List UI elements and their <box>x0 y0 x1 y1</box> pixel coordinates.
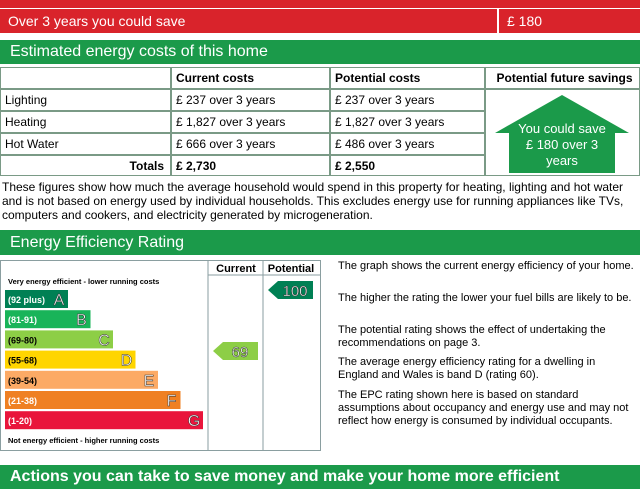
current-arrow <box>213 342 258 360</box>
chart-frame <box>0 260 321 451</box>
cost-cell: £ 1,827 over 3 years <box>330 111 485 133</box>
savings-text: You could save £ 180 over 3 years <box>518 121 606 168</box>
cost-cell: £ 666 over 3 years <box>171 133 330 155</box>
band-letter: F <box>167 393 177 410</box>
note-paragraph: The higher the rating the lower your fue… <box>338 292 632 304</box>
current-value: 69 <box>232 344 249 361</box>
row-label: Lighting <box>0 89 171 111</box>
row-label: Hot Water <box>0 133 171 155</box>
band-letter: D <box>121 353 133 370</box>
potential-value: 100 <box>282 283 307 300</box>
section-header: Actions you can take to save money and m… <box>0 465 640 489</box>
column-header: Potential future savings <box>485 67 640 89</box>
band-bar <box>5 391 181 409</box>
costs-table: Current costs Potential costs Potential fu… <box>0 67 640 177</box>
house-shape <box>495 95 629 173</box>
cost-cell: £ 237 over 3 years <box>171 89 330 111</box>
band-range: (1-20) <box>8 416 32 426</box>
column-header: Current <box>216 263 256 275</box>
band-letter: C <box>98 332 110 349</box>
section-header: Energy Efficiency Rating <box>0 230 640 255</box>
summary-value: £ 180 <box>499 9 640 33</box>
top-label: Very energy efficient - lower running co… <box>8 277 159 286</box>
band-bar <box>5 310 91 329</box>
row-label: Heating <box>0 111 171 133</box>
cost-cell: £ 1,827 over 3 years <box>171 111 330 133</box>
band-letter: G <box>188 413 200 430</box>
band-range: (81-91) <box>8 315 37 325</box>
band-bar <box>5 350 136 369</box>
totals-potential: £ 2,550 <box>330 155 485 176</box>
potential-arrow <box>268 281 313 299</box>
note-paragraph: The potential rating shows the effect of… <box>338 324 606 349</box>
band-letter: B <box>76 312 87 329</box>
column-header: Potential <box>268 263 314 275</box>
note: These figures show how much the average … <box>2 180 624 222</box>
band-bar <box>5 290 68 308</box>
rating-chart: Current Potential Very energy efficient - … <box>0 260 321 451</box>
band-letter: A <box>54 292 65 309</box>
column-header: Potential costs <box>330 67 485 89</box>
bottom-label: Not energy efficient - higher running co… <box>8 436 159 445</box>
band-bar <box>5 330 113 349</box>
note-paragraph: The graph shows the current energy effic… <box>338 260 634 272</box>
band-range: (69-80) <box>8 335 37 345</box>
summary-label: Over 3 years you could save <box>0 9 497 33</box>
header-blank <box>0 67 171 89</box>
band-range: (55-68) <box>8 356 37 366</box>
note-paragraph: The EPC rating shown here is based on st… <box>338 389 629 427</box>
band-range: (92 plus) <box>8 295 45 305</box>
band-range: (21-38) <box>8 396 37 406</box>
band-letter: E <box>144 373 155 390</box>
column-header: Current costs <box>171 67 330 89</box>
section-header: Estimated energy costs of this home <box>0 40 640 64</box>
cost-cell: £ 237 over 3 years <box>330 89 485 111</box>
band-range: (39-54) <box>8 376 37 386</box>
cost-cell: £ 486 over 3 years <box>330 133 485 155</box>
totals-label: Totals <box>0 155 171 176</box>
band-bar <box>5 411 203 430</box>
note-paragraph: The average energy efficiency rating for… <box>338 356 596 381</box>
totals-current: £ 2,730 <box>171 155 330 176</box>
band-bar <box>5 370 158 389</box>
top-row <box>0 0 640 8</box>
savings-house <box>495 95 629 173</box>
